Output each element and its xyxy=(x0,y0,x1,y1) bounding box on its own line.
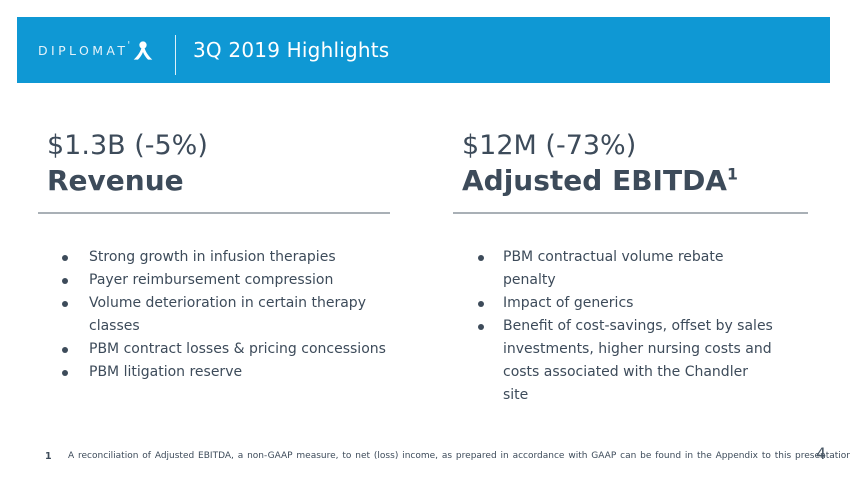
brand-logo-text: DIPLOMAT xyxy=(38,42,129,58)
footnote-marker: 1 xyxy=(45,451,52,462)
trademark-mark: ' xyxy=(127,40,131,51)
bullet-item: PBM contractual volume rebate penalty xyxy=(453,246,777,292)
ebitda-label-text: Adjusted EBITDA xyxy=(462,164,727,197)
revenue-metric-value: $1.3B (-5%) xyxy=(47,130,208,161)
bullet-item: Strong growth in infusion therapies xyxy=(38,246,399,269)
ebitda-metric-value: $12M (-73%) xyxy=(462,130,637,161)
ebitda-column: $12M (-73%) Adjusted EBITDA1 PBM contrac… xyxy=(453,128,808,407)
revenue-column: $1.3B (-5%) Revenue Strong growth in inf… xyxy=(38,128,390,384)
brand-logo: DIPLOMAT ' xyxy=(38,17,153,83)
header-banner: DIPLOMAT ' 3Q 2019 Highlights xyxy=(17,17,830,83)
banner-divider xyxy=(175,35,176,75)
slide-title: 3Q 2019 Highlights xyxy=(193,38,390,62)
footnote-reference: 1 xyxy=(726,164,738,184)
ebitda-bullet-list: PBM contractual volume rebate penalty Im… xyxy=(453,246,777,407)
bullet-item: Payer reimbursement compression xyxy=(38,269,399,292)
bullet-item: Volume deterioration in certain therapy … xyxy=(38,292,399,338)
page-number: 4 xyxy=(816,444,827,463)
revenue-metric-label: Revenue xyxy=(47,164,184,197)
revenue-bullet-list: Strong growth in infusion therapies Paye… xyxy=(38,246,399,384)
footnote-text: A reconciliation of Adjusted EBITDA, a n… xyxy=(68,451,850,461)
heading-rule xyxy=(453,212,808,214)
diplomat-figure-icon xyxy=(133,40,153,60)
bullet-item: PBM litigation reserve xyxy=(38,361,399,384)
ebitda-metric-label: Adjusted EBITDA1 xyxy=(453,163,808,198)
bullet-item: Benefit of cost-savings, offset by sales… xyxy=(453,315,777,407)
bullet-item: Impact of generics xyxy=(453,292,777,315)
bullet-item: PBM contract losses & pricing concession… xyxy=(38,338,399,361)
heading-rule xyxy=(38,212,390,214)
